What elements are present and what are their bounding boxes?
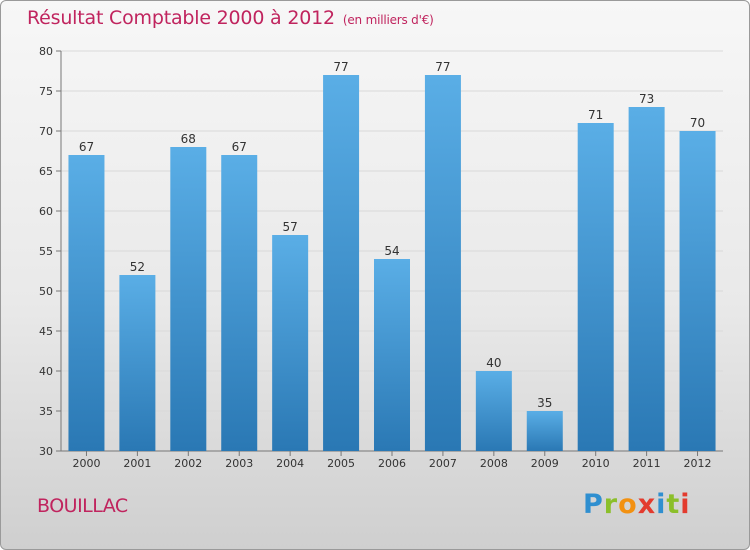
data-label-2003: 67 xyxy=(232,140,247,154)
data-label-2001: 52 xyxy=(130,260,145,274)
x-tick-label-2009: 2009 xyxy=(531,457,559,470)
title-text: Résultat Comptable 2000 à 2012 xyxy=(27,7,335,29)
bar-2002 xyxy=(170,147,207,451)
logo-letter: t xyxy=(666,489,681,520)
bar-2007 xyxy=(424,75,461,451)
place-name: BOUILLAC xyxy=(37,495,128,517)
bar-2005 xyxy=(323,75,360,451)
bar-2003 xyxy=(221,155,258,451)
data-label-2009: 35 xyxy=(537,396,552,410)
proxiti-logo: Proxiti xyxy=(583,489,691,520)
x-tick-label-2001: 2001 xyxy=(123,457,151,470)
data-label-2005: 77 xyxy=(333,60,348,74)
bar-2000 xyxy=(68,155,105,451)
y-tick-label: 40 xyxy=(39,365,53,378)
x-tick-label-2004: 2004 xyxy=(276,457,304,470)
y-tick-label: 30 xyxy=(39,445,53,458)
bar-2001 xyxy=(119,275,156,451)
bar-2011 xyxy=(628,107,665,451)
bar-2008 xyxy=(475,371,512,451)
data-label-2006: 54 xyxy=(384,244,399,258)
x-tick-label-2010: 2010 xyxy=(582,457,610,470)
chart-subtitle: (en milliers d'€) xyxy=(342,13,434,27)
x-tick-label-2012: 2012 xyxy=(684,457,712,470)
x-tick-label-2005: 2005 xyxy=(327,457,355,470)
bars xyxy=(68,75,716,451)
bar-2009 xyxy=(526,411,563,451)
data-label-2011: 73 xyxy=(639,92,654,106)
bar-2012 xyxy=(679,131,716,451)
x-tick-label-2002: 2002 xyxy=(174,457,202,470)
bar-2004 xyxy=(272,235,309,451)
y-tick-label: 65 xyxy=(39,165,53,178)
tick-labels: 30 35 40 45 50 55 60 65 70 75 80 2000 2001 2002 2003 20… xyxy=(39,45,712,470)
logo-letter: i xyxy=(656,489,667,520)
data-label-2007: 77 xyxy=(435,60,450,74)
y-tick-label: 70 xyxy=(39,125,53,138)
x-tick-label-2011: 2011 xyxy=(633,457,661,470)
logo-letter: P xyxy=(583,489,604,520)
y-tick-label: 50 xyxy=(39,285,53,298)
data-label-2004: 57 xyxy=(283,220,298,234)
logo-letter: i xyxy=(680,489,691,520)
x-tick-label-2008: 2008 xyxy=(480,457,508,470)
data-label-2012: 70 xyxy=(690,116,705,130)
y-tick-label: 35 xyxy=(39,405,53,418)
logo-letter: x xyxy=(637,489,657,520)
bar-2006 xyxy=(374,259,410,451)
chart-title: Résultat Comptable 2000 à 2012 (en millie… xyxy=(27,7,434,29)
logo-letter: o xyxy=(618,489,638,520)
data-label-2008: 40 xyxy=(486,356,501,370)
data-label-2000: 67 xyxy=(79,140,94,154)
x-tick-label-2006: 2006 xyxy=(378,457,406,470)
x-tick-label-2007: 2007 xyxy=(429,457,457,470)
bar-2010 xyxy=(577,123,614,451)
y-tick-label: 75 xyxy=(39,85,53,98)
data-label-2010: 71 xyxy=(588,108,603,122)
y-tick-label: 60 xyxy=(39,205,53,218)
logo-letter: r xyxy=(603,489,619,520)
x-tick-label-2003: 2003 xyxy=(225,457,253,470)
data-label-2002: 68 xyxy=(181,132,196,146)
y-tick-label: 45 xyxy=(39,325,53,338)
y-tick-label: 80 xyxy=(39,45,53,58)
y-tick-label: 55 xyxy=(39,245,53,258)
data-labels: 67 52 68 67 57 77 54 77 40 35 71 73 70 xyxy=(79,60,705,410)
x-tick-label-2000: 2000 xyxy=(72,457,100,470)
